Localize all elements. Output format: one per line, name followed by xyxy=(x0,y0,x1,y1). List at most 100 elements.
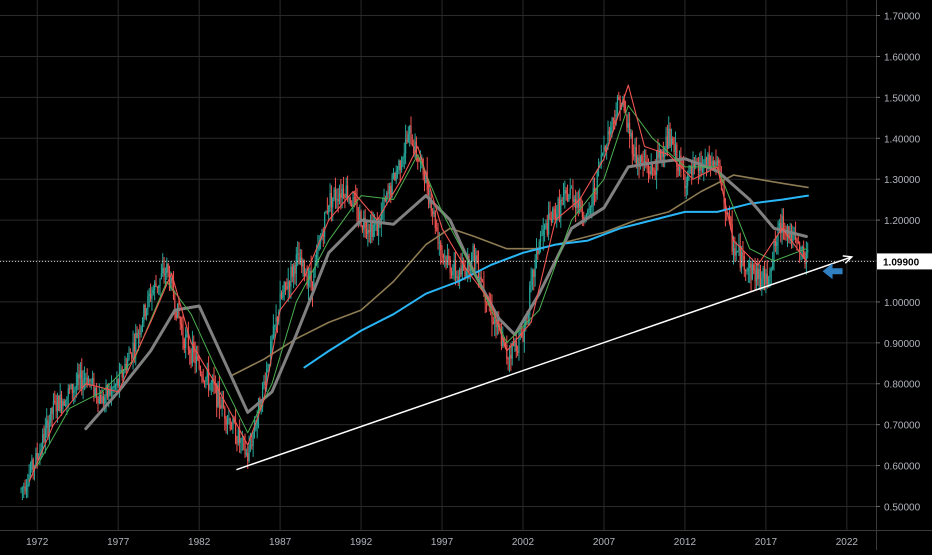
candle-body xyxy=(688,167,690,177)
candle-body xyxy=(39,450,41,459)
candle-body xyxy=(796,239,798,242)
y-tick-label: 1.50000 xyxy=(884,93,921,104)
candle-body xyxy=(600,154,602,165)
candle-body xyxy=(179,317,181,325)
y-tick-label: 1.20000 xyxy=(884,216,921,227)
candle-body xyxy=(803,246,805,258)
candle-body xyxy=(475,255,477,262)
candle-body xyxy=(562,194,565,201)
candle-body xyxy=(467,255,469,272)
candle-body xyxy=(615,113,617,125)
candle-body xyxy=(255,425,257,430)
candle-body xyxy=(336,199,338,201)
candle-body xyxy=(539,235,542,242)
candle-body xyxy=(434,211,436,229)
candle-body xyxy=(69,388,71,390)
candle-body xyxy=(93,378,95,396)
candle-body xyxy=(637,157,639,167)
candle-body xyxy=(634,147,636,157)
candle-body xyxy=(209,384,211,390)
candle-body xyxy=(749,263,751,269)
candle-body xyxy=(132,342,134,359)
candle-body xyxy=(449,259,451,273)
candle-body xyxy=(372,225,374,237)
candle-body xyxy=(770,269,772,272)
candle-body xyxy=(118,372,121,387)
candle-body xyxy=(750,263,752,280)
candle-body xyxy=(290,266,292,287)
candle-body xyxy=(629,122,631,137)
candle-body xyxy=(573,199,575,202)
candle-body xyxy=(438,242,440,244)
candle-body xyxy=(581,211,583,217)
candle-body xyxy=(42,434,44,450)
candle-body xyxy=(591,204,593,208)
y-tick-label: 0.60000 xyxy=(884,462,921,473)
candle-body xyxy=(108,389,110,397)
candle-body xyxy=(500,331,503,346)
candle-body xyxy=(100,394,102,404)
candle-body xyxy=(570,187,573,189)
candle-body xyxy=(89,379,91,382)
candle-body xyxy=(315,253,318,264)
candle-body xyxy=(691,166,693,176)
candle-body xyxy=(465,271,467,276)
candle-body xyxy=(585,213,588,221)
candle-body xyxy=(243,438,245,440)
candle-body xyxy=(507,358,509,360)
candle-body xyxy=(639,155,642,167)
candle-body xyxy=(564,190,566,195)
candle-body xyxy=(27,484,29,487)
candle-body xyxy=(618,96,620,100)
trendline-arrowhead xyxy=(842,255,854,264)
candle-body xyxy=(461,264,463,275)
candle-body xyxy=(719,162,721,173)
candle-body xyxy=(646,165,648,167)
candle-body xyxy=(458,268,461,283)
candle-body xyxy=(234,421,237,444)
candle-body xyxy=(705,157,708,166)
candle-body xyxy=(302,261,304,267)
candle-body xyxy=(387,192,389,194)
candle-body xyxy=(97,397,99,404)
candle-body xyxy=(767,278,770,285)
candle-body xyxy=(641,155,643,163)
candle-body xyxy=(280,293,283,298)
candle-body xyxy=(326,211,328,213)
candle-body xyxy=(101,396,103,404)
candle-body xyxy=(90,380,92,382)
candle-body xyxy=(154,283,156,290)
support-trendline[interactable] xyxy=(236,256,852,471)
candle-body xyxy=(363,217,365,230)
candle-body xyxy=(245,452,247,455)
candle-body xyxy=(344,195,346,198)
candle-body xyxy=(198,359,200,369)
candle-body xyxy=(757,268,759,280)
candle-body xyxy=(183,339,185,349)
candle-body xyxy=(677,166,679,172)
candle-body xyxy=(282,291,284,298)
ma-200-line xyxy=(303,194,809,369)
candle-body xyxy=(373,224,376,226)
candle-body xyxy=(712,160,714,166)
trendline-layer[interactable] xyxy=(236,255,854,471)
candle-body xyxy=(361,226,364,230)
candle-body xyxy=(390,186,392,196)
candle-body xyxy=(797,241,799,244)
candle-body xyxy=(145,308,148,317)
candle-body xyxy=(715,161,717,166)
candle-body xyxy=(576,200,578,209)
candle-body xyxy=(147,295,149,309)
candle-body xyxy=(144,304,146,317)
candle-body xyxy=(214,384,216,386)
candle-body xyxy=(736,251,739,252)
candle-body xyxy=(473,245,476,262)
candle-body xyxy=(143,304,145,323)
candle-body xyxy=(673,143,675,153)
candle-body xyxy=(46,419,48,428)
candle-body xyxy=(340,193,342,198)
candle-body xyxy=(23,486,25,488)
candle-body xyxy=(464,268,466,276)
